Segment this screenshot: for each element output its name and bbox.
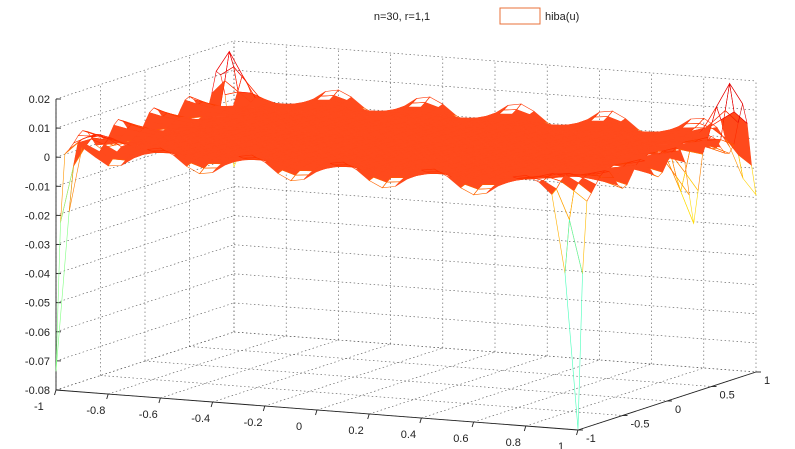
z-tick-label: -0.08 [25, 385, 50, 397]
grid-line [473, 363, 652, 423]
grid-line [55, 302, 235, 362]
x-tick-label: 0.8 [506, 437, 521, 449]
grid-line [233, 128, 757, 169]
z-tick-label: -0.01 [25, 181, 50, 193]
x-tick-label: 0.4 [401, 429, 416, 441]
grid-line [55, 331, 235, 391]
x-tick-label: 0 [296, 421, 302, 433]
z-tick-label: 0.01 [29, 123, 50, 135]
x-tick-mark [106, 393, 109, 400]
grid-lines [55, 40, 757, 431]
x-tick-label: 1 [558, 441, 564, 449]
x-tick-label: -1 [34, 401, 44, 413]
tick-labels: -1 -0.8 -0.6 -0.4 -0.2 0 0.2 0.4 0.6 0.8 1 -1 -0.5 0 0… [25, 94, 770, 449]
z-tick-label: -0.04 [25, 269, 50, 281]
x-tick-label: -0.6 [139, 409, 158, 421]
grid-line [144, 360, 668, 402]
x-tick-mark [54, 389, 57, 396]
grid-line [55, 273, 235, 333]
z-tick-label: -0.02 [25, 210, 50, 222]
x-tick-mark [262, 405, 266, 412]
grid-line [233, 186, 757, 227]
grid-line [233, 302, 757, 344]
grid-line [55, 244, 235, 303]
grid-line [212, 343, 391, 403]
x-tick-mark [471, 421, 475, 428]
z-tick-label: -0.06 [25, 327, 50, 339]
x-tick-mark [576, 429, 579, 436]
grid-line [55, 69, 235, 129]
grid-line [55, 40, 235, 100]
y-tick-label: 0 [675, 404, 681, 416]
grid-line [233, 215, 757, 256]
z-tick-label: 0 [44, 152, 50, 164]
y-tick-label: 0.5 [720, 390, 735, 402]
surface-patch [564, 219, 583, 430]
y-tick-label: 1 [764, 375, 770, 387]
x-tick-label: -0.8 [86, 405, 105, 417]
x-tick-label: 0.2 [348, 425, 363, 437]
grid-line [233, 331, 757, 373]
x-tick-mark [210, 401, 214, 408]
x-tick-label: -0.2 [244, 417, 263, 429]
x-tick-label: 0.6 [453, 433, 468, 445]
grid-line [160, 339, 339, 399]
grid-line [369, 355, 548, 415]
grid-line [525, 367, 704, 427]
z-tick-label: -0.07 [25, 356, 50, 368]
x-tick-mark [158, 397, 161, 404]
legend: hiba(u) [499, 7, 579, 25]
y-tick-label: -1 [586, 433, 596, 445]
grid-line [316, 351, 496, 411]
z-tick-label: -0.03 [25, 240, 50, 252]
grid-line [100, 375, 623, 416]
grid-line [421, 359, 600, 419]
x-tick-mark [367, 413, 370, 420]
x-tick-label: -0.4 [191, 413, 210, 425]
grid-line [55, 186, 235, 245]
legend-label: hiba(u) [545, 11, 579, 23]
grid-line [233, 40, 757, 82]
grid-line [233, 157, 757, 198]
axes-box [54, 98, 761, 436]
z-tick-label: 0.02 [29, 94, 50, 106]
x-tick-mark [419, 417, 422, 424]
surface-mesh [55, 50, 757, 430]
grid-line [108, 335, 287, 395]
grid-line [233, 273, 757, 315]
grid-line [189, 346, 712, 387]
x-tick-mark [315, 409, 318, 416]
grid-line [264, 347, 443, 407]
grid-line [233, 244, 757, 285]
z-tick-label: -0.05 [25, 298, 50, 310]
y-tick-label: -0.5 [631, 419, 650, 431]
chart-title: n=30, r=1,1 [374, 11, 430, 23]
x-tick-mark [523, 425, 527, 432]
grid-line [233, 69, 757, 111]
legend-swatch [499, 7, 541, 25]
grid-line [55, 215, 235, 274]
